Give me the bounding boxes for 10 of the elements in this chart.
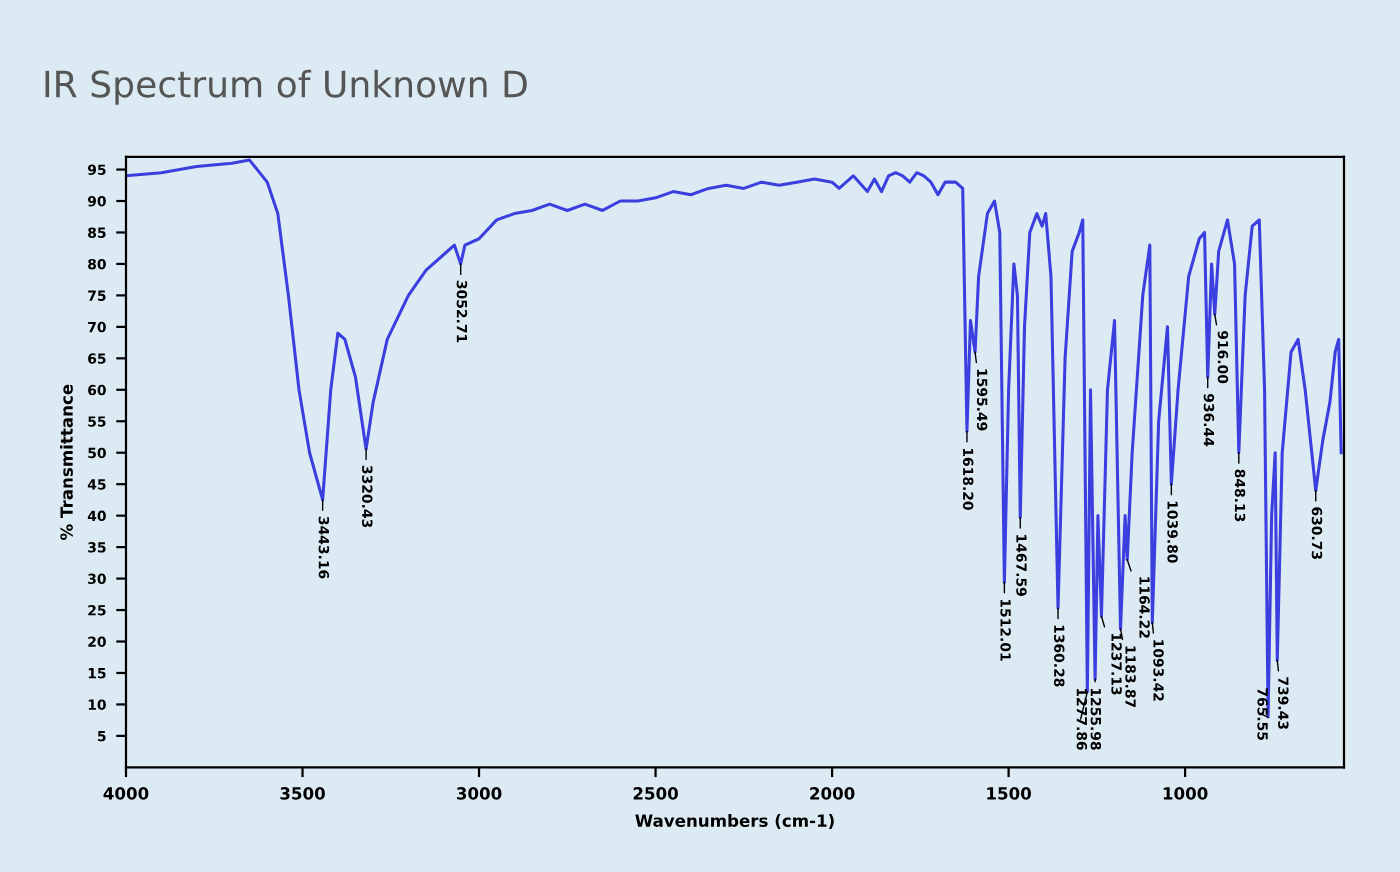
y-axis-title: % Transmittance [59,384,73,540]
x-tick-label: 2500 [633,787,678,800]
x-tick-label: 3000 [456,787,502,800]
x-axis-title: Wavenumbers (cm-1) [635,814,834,829]
x-tick-label: 1000 [1163,787,1208,800]
x-tick-label: 1500 [987,787,1032,800]
x-tick-label: 4000 [103,787,149,800]
x-tick-label: 2000 [810,787,855,800]
x-tick-label: 3500 [280,787,325,800]
chart-title: IR Spectrum of Unknown D [45,69,527,105]
